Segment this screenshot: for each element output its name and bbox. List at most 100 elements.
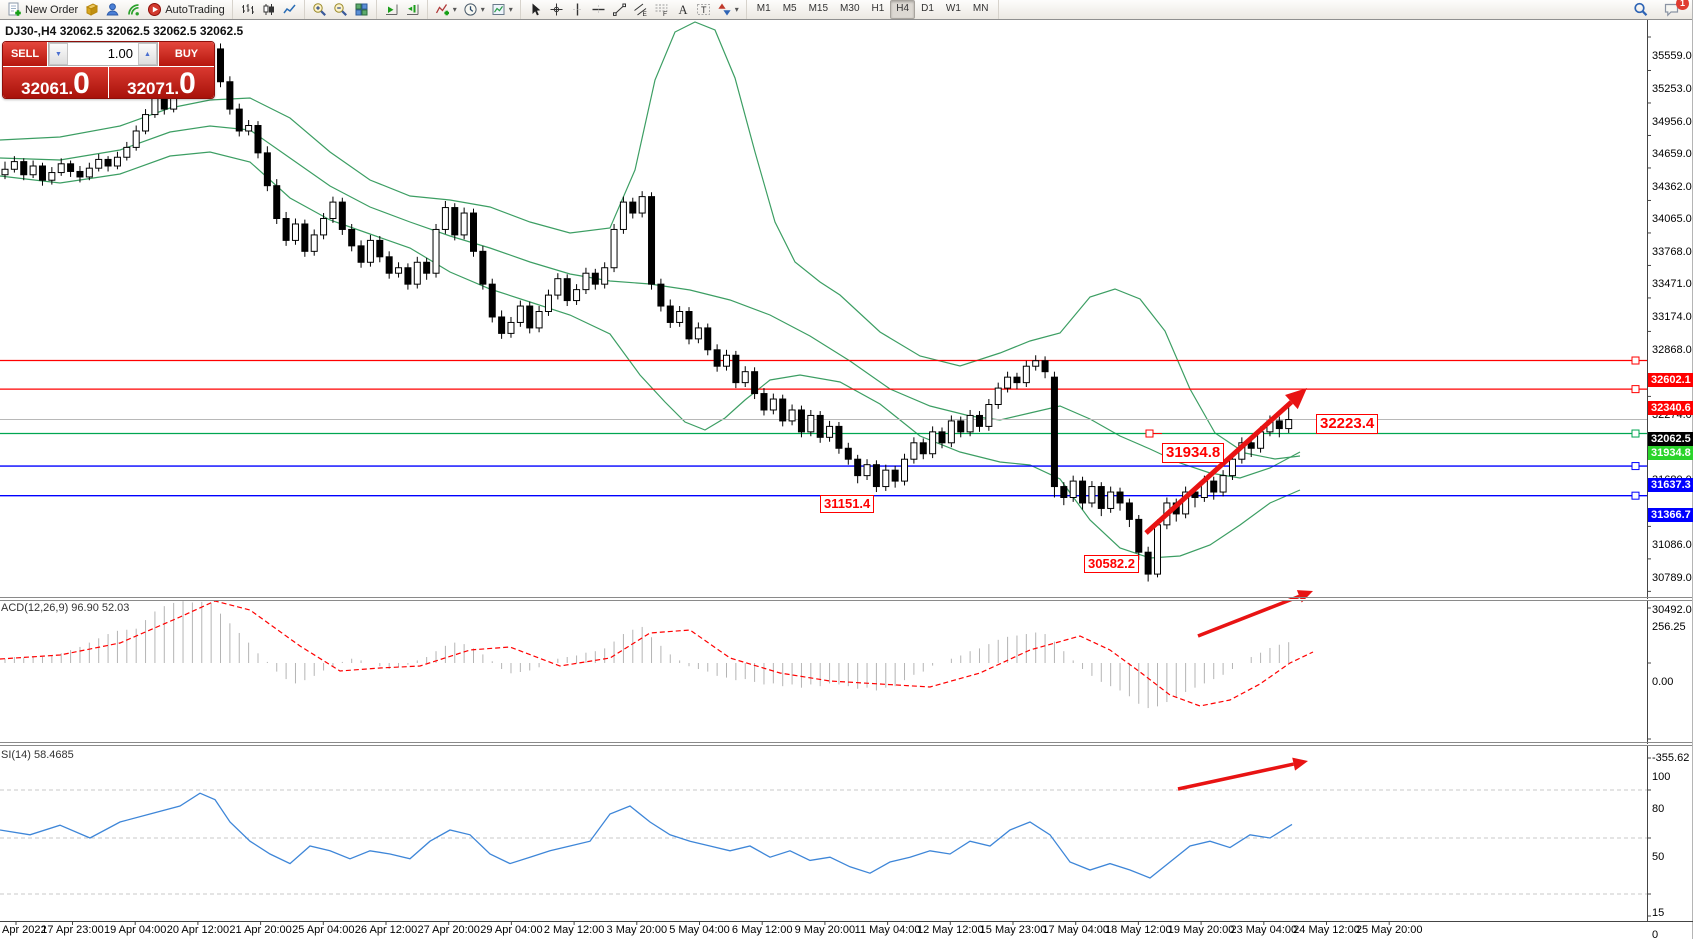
search-icon — [1633, 2, 1648, 17]
autotrading-label: AutoTrading — [165, 3, 225, 16]
trade-panel-top-row: SELL ▼ 1.00 ▲ BUY — [3, 42, 214, 66]
timeframe-m30-button[interactable]: M30 — [840, 3, 860, 14]
svg-text:F: F — [663, 11, 667, 17]
chart-area[interactable]: DJ30-,H4 32062.5 32062.5 32062.5 32062.5… — [0, 19, 1693, 941]
auto-scroll-button[interactable] — [381, 1, 402, 18]
toolbar-groups: New Order AutoTrading ▾ ▾ ▾ E F A T ▾ — [0, 0, 747, 19]
templates-button[interactable]: ▾ — [488, 1, 516, 18]
new-order-button[interactable]: New Order — [4, 1, 81, 18]
search-button[interactable] — [1630, 1, 1651, 18]
date-tick-label: 29 Apr 04:00 — [480, 924, 543, 936]
arrows-button[interactable]: ▾ — [714, 1, 742, 18]
annotation-connectors — [1145, 429, 1162, 438]
sell-price-frac: 0 — [73, 67, 90, 99]
timeframe-h4-button[interactable]: H4 — [890, 0, 916, 19]
community-button[interactable] — [102, 1, 123, 18]
toolbar-group-3 — [377, 0, 428, 19]
text-label-button[interactable]: T — [693, 1, 714, 18]
text-button[interactable]: A — [672, 1, 693, 18]
indicators-button[interactable]: ▾ — [432, 1, 460, 18]
profiles-button[interactable] — [81, 1, 102, 18]
zoom-out-icon — [333, 2, 348, 17]
one-click-trading-panel: SELL ▼ 1.00 ▲ BUY 32061. 0 32071. 0 — [2, 41, 215, 99]
candlestick-series[interactable] — [1, 41, 1293, 582]
timeframe-m1-button[interactable]: M1 — [756, 3, 771, 14]
price-tick-label: 30789.0 — [1652, 571, 1692, 584]
horizontal-line-button[interactable] — [588, 1, 609, 18]
pane-separator-rsi[interactable] — [0, 742, 1692, 743]
notification-count-badge: 1 — [1676, 0, 1689, 10]
sell-price-button[interactable]: 32061. 0 — [3, 67, 108, 98]
chart-title: DJ30-,H4 32062.5 32062.5 32062.5 32062.5 — [5, 24, 244, 38]
date-tick-label: 25 Apr 04:00 — [292, 924, 355, 936]
price-annotation[interactable]: 31151.4 — [820, 495, 875, 513]
price-annotation[interactable]: 31934.8 — [1162, 443, 1225, 463]
crosshair-button[interactable] — [546, 1, 567, 18]
sell-button[interactable]: SELL — [3, 42, 47, 66]
timeframe-m5-button[interactable]: M5 — [782, 3, 797, 14]
svg-text:T: T — [701, 5, 707, 15]
dropdown-caret-icon[interactable]: ▾ — [508, 4, 513, 14]
tile-windows-button[interactable] — [351, 1, 372, 18]
vertical-line-button[interactable] — [567, 1, 588, 18]
trend-arrows[interactable] — [1144, 388, 1313, 791]
pane-separator-macd[interactable] — [0, 597, 1692, 598]
periods-icon — [463, 2, 478, 17]
price-annotation[interactable]: 30582.2 — [1084, 555, 1139, 573]
text-icon: A — [675, 2, 690, 17]
equidistant-channel-button[interactable]: E — [630, 1, 651, 18]
volume-increase-button[interactable]: ▲ — [138, 43, 157, 65]
date-tick-label: 19 May 20:00 — [1167, 924, 1235, 936]
price-badge: 32340.6 — [1648, 401, 1693, 416]
fibonacci-button[interactable]: F — [651, 1, 672, 18]
chevron-down-icon: ▼ — [55, 50, 62, 58]
date-tick-label: 21 Apr 20:00 — [229, 924, 292, 936]
zoom-in-button[interactable] — [309, 1, 330, 18]
dropdown-caret-icon[interactable]: ▾ — [480, 4, 485, 14]
price-badge: 31934.8 — [1648, 445, 1693, 460]
volume-input[interactable]: 1.00 — [107, 46, 133, 61]
new-order-icon — [7, 2, 22, 17]
price-tick-label: 256.25 — [1652, 621, 1686, 633]
fibonacci-icon: F — [654, 2, 669, 17]
zoom-out-button[interactable] — [330, 1, 351, 18]
equidistant-channel-icon: E — [633, 2, 648, 17]
buy-price-button[interactable]: 32071. 0 — [109, 67, 214, 98]
signals-button[interactable] — [123, 1, 144, 18]
timeframe-d1-button[interactable]: D1 — [921, 3, 934, 14]
dropdown-caret-icon[interactable]: ▾ — [734, 4, 739, 14]
trendline-button[interactable] — [609, 1, 630, 18]
timeframe-w1-button[interactable]: W1 — [945, 3, 961, 14]
sell-price-dot: . — [68, 79, 74, 98]
notifications-button[interactable]: 1 — [1661, 0, 1689, 18]
date-tick-label: 2 May 12:00 — [543, 924, 605, 936]
sell-price-int: 32061 — [21, 79, 69, 98]
date-tick-label: 26 Apr 12:00 — [354, 924, 418, 936]
autotrading-button[interactable]: AutoTrading — [144, 1, 228, 18]
cursor-button[interactable] — [525, 1, 546, 18]
chart-canvas[interactable] — [0, 19, 1693, 939]
timeframe-h1-button[interactable]: H1 — [871, 3, 885, 14]
buy-button[interactable]: BUY — [159, 42, 214, 66]
dropdown-caret-icon[interactable]: ▾ — [452, 4, 457, 14]
periods-button[interactable]: ▾ — [460, 1, 488, 18]
toolbar-group-1 — [233, 0, 305, 19]
price-tick-label: 33768.0 — [1652, 245, 1692, 258]
timeframe-m15-button[interactable]: M15 — [808, 3, 829, 14]
date-tick-label: 18 May 12:00 — [1105, 924, 1172, 936]
axes-frame — [0, 19, 1693, 925]
trendline-icon — [612, 2, 627, 17]
chart-shift-button[interactable] — [402, 1, 423, 18]
chart-bars-button[interactable] — [237, 1, 258, 18]
timeframe-mn-button[interactable]: MN — [972, 3, 989, 14]
price-badge: 31637.3 — [1648, 478, 1693, 493]
trade-panel-price-row: 32061. 0 32071. 0 — [3, 67, 214, 98]
chart-line-button[interactable] — [279, 1, 300, 18]
indicators-icon — [435, 2, 450, 17]
volume-decrease-button[interactable]: ▼ — [49, 43, 68, 65]
chart-candles-button[interactable] — [258, 1, 279, 18]
price-tick-label: 0.00 — [1652, 676, 1674, 688]
price-annotation[interactable]: 32223.4 — [1316, 414, 1379, 434]
price-tick-label: 30492.0 — [1652, 604, 1692, 617]
